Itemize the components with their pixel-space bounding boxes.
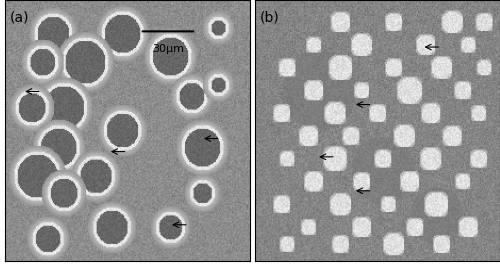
Text: (b): (b): [260, 11, 280, 25]
Text: 30μm: 30μm: [152, 44, 184, 54]
Text: (a): (a): [10, 11, 29, 25]
